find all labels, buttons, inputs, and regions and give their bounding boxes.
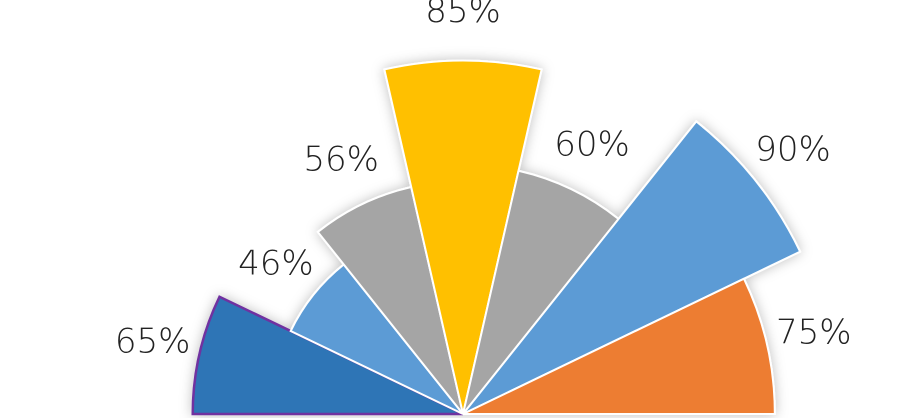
value-label: 60% [554,124,630,164]
wedge [316,185,464,415]
value-label: 90% [755,129,831,169]
value-label: 65% [115,322,191,362]
wedge [462,169,620,415]
wedge [462,120,802,415]
wedge [462,277,776,415]
labels: 65% 46% 56% 85% 60% 90% 75% [115,0,852,362]
wedge [191,295,464,416]
value-label: 75% [776,312,852,352]
wedges [191,59,802,416]
value-label: 85% [425,0,501,31]
wedge [383,59,543,415]
value-label: 56% [303,139,379,179]
value-label: 46% [238,243,314,283]
